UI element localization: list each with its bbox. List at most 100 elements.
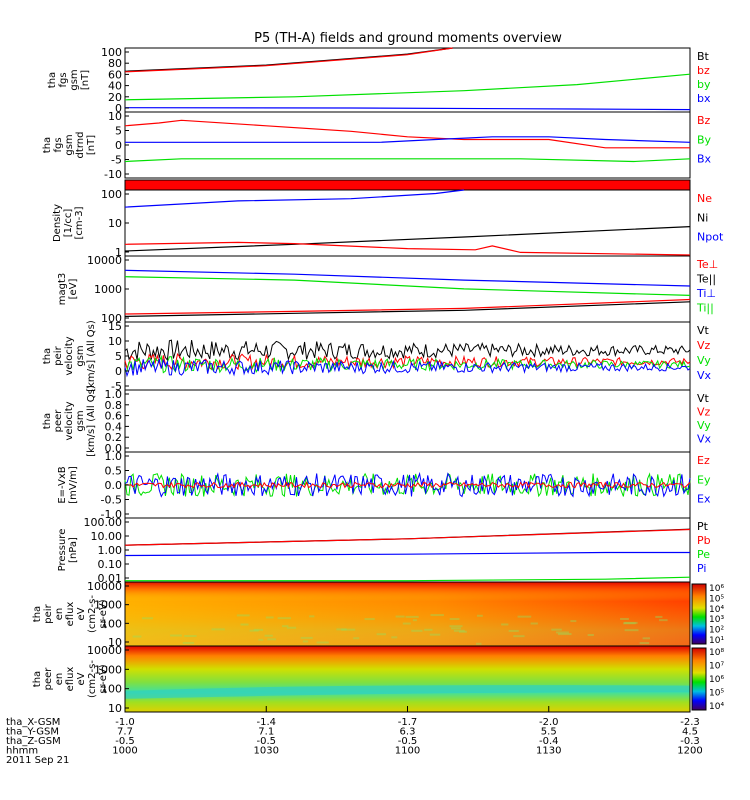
colorbar-tick-label: 10⁵ [709, 594, 724, 604]
panel-frame [124, 389, 691, 453]
y-tick-label: 10000 [87, 580, 122, 593]
y-tick-label: 80 [108, 57, 122, 70]
heatmap-speckle [624, 621, 638, 624]
y-axis-label: [km/s] (All Qs) [86, 320, 97, 392]
y-axis-label: tha [42, 348, 53, 364]
series-line-blue [124, 269, 691, 287]
heatmap-speckle [424, 628, 433, 631]
heatmap-speckle [300, 636, 313, 639]
y-axis-label: Pressure [57, 529, 68, 572]
y-axis-label: velocity [64, 336, 75, 375]
y-tick-label: 100 [101, 188, 122, 201]
x-date-label: 2011 Sep 21 [6, 755, 69, 766]
y-tick-label: 0.4 [105, 420, 123, 433]
colorbar-tick-label: 10⁵ [709, 689, 724, 699]
series-line-red [124, 528, 691, 546]
y-axis-label: peir [53, 345, 64, 365]
heatmap-speckle [587, 634, 594, 637]
legend-label: Npot [697, 231, 724, 244]
legend-label: Vy [697, 354, 711, 367]
heatmap-speckle [530, 622, 538, 625]
y-axis-label: tha [42, 137, 53, 153]
y-tick-label: 0.01 [98, 572, 123, 585]
legend-label: Vx [697, 369, 712, 382]
y-axis-label: sr-eV) [98, 599, 109, 628]
x-row-label: tha_Z-GSM [6, 736, 61, 747]
y-axis-label: fgs [53, 137, 64, 152]
heatmap-speckle [655, 615, 663, 618]
legend-label: Te⊥ [696, 258, 718, 271]
legend-label: Ez [697, 454, 710, 467]
legend-label: Pe [697, 548, 710, 561]
y-tick-label: 100 [101, 617, 122, 630]
y-axis-label: en [54, 673, 65, 686]
series-line-black [124, 301, 691, 317]
x-row-value: -0.3 [680, 736, 700, 747]
heatmap-speckle [501, 623, 509, 626]
heatmap-speckle [170, 634, 182, 637]
y-axis-label: (cm2-s- [87, 595, 98, 633]
y-axis-label: [cm-3] [74, 206, 85, 239]
heatmap-speckle [513, 635, 525, 638]
y-axis-label: eflux [65, 667, 76, 692]
y-tick-label: -10 [104, 168, 122, 181]
x-row-value: 7.1 [258, 727, 274, 738]
heatmap-speckle [265, 616, 274, 619]
heatmap-speckle [286, 626, 297, 629]
y-tick-label: 1.0 [105, 388, 123, 401]
series-line-blue [124, 189, 465, 208]
colorbar-tick-label: 10⁴ [709, 605, 724, 615]
y-axis-label: fgs [58, 72, 69, 87]
panel-temperature: 10000 1000 100 magt3 [eV] Te⊥ Te||Ti⊥ Ti|| [57, 254, 718, 325]
series-noise-black [124, 339, 691, 362]
x-axis-group: tha_X-GSM -1.0 -1.4 -1.7 -2.0 -2.3 tha_Y-GSM 7.… [6, 706, 703, 766]
y-tick-label: 40 [108, 80, 122, 93]
heatmap-speckle [184, 635, 197, 638]
colorbar-tick-label: 10⁷ [709, 662, 724, 672]
y-tick-label: 1.0 [105, 450, 123, 463]
y-axis-label: tha [47, 72, 58, 88]
y-tick-label: 1.00 [98, 544, 123, 557]
y-tick-label: -5 [111, 154, 122, 167]
heatmap-speckle [258, 638, 264, 641]
panel-peir_velocity: 15 10 5 0 -5 tha peir velocity gsm [km/s] (All Qs… [42, 320, 712, 393]
heatmap-speckle [364, 618, 375, 621]
heatmap-speckle [132, 635, 142, 638]
legend-label: Te|| [696, 273, 716, 286]
legend-label: Vt [697, 392, 710, 405]
heatmap-speckle [316, 641, 329, 644]
y-tick-label: 100 [101, 312, 122, 325]
x-row-value: -0.5 [115, 736, 135, 747]
y-axis-label: E=-VxB [57, 466, 68, 503]
x-row-value: -1.4 [256, 717, 276, 728]
y-tick-label: 5 [115, 125, 122, 138]
heatmap-speckle [476, 614, 483, 617]
y-axis-label: en [54, 608, 65, 621]
heatmap-speckle [570, 620, 577, 623]
y-tick-label: 0.5 [105, 465, 123, 478]
heatmap-speckle [402, 622, 411, 625]
heatmap-speckle [429, 633, 441, 636]
heatmap-speckle [639, 642, 650, 645]
y-axis-label: peer [53, 409, 64, 433]
x-row-value: -2.0 [539, 717, 559, 728]
legend-label: Vz [697, 406, 711, 419]
legend-label: Bt [697, 50, 710, 63]
legend-label: bx [697, 92, 711, 105]
y-axis-label: gsm [69, 69, 80, 90]
legend-label: Vt [697, 324, 710, 337]
y-axis-label: peer [43, 667, 54, 691]
y-tick-label: 0.8 [105, 399, 123, 412]
y-tick-label: 60 [108, 68, 122, 81]
heatmap-band [125, 685, 690, 699]
y-tick-label: 0 [115, 102, 122, 115]
legend-label: Vz [697, 339, 711, 352]
heatmap-speckle [395, 615, 405, 618]
x-row-value: -2.3 [680, 717, 700, 728]
y-tick-label: 10.00 [91, 530, 123, 543]
series-line-green [125, 576, 691, 582]
y-axis-label: Density [52, 204, 63, 242]
y-tick-label: 0.6 [105, 410, 123, 423]
